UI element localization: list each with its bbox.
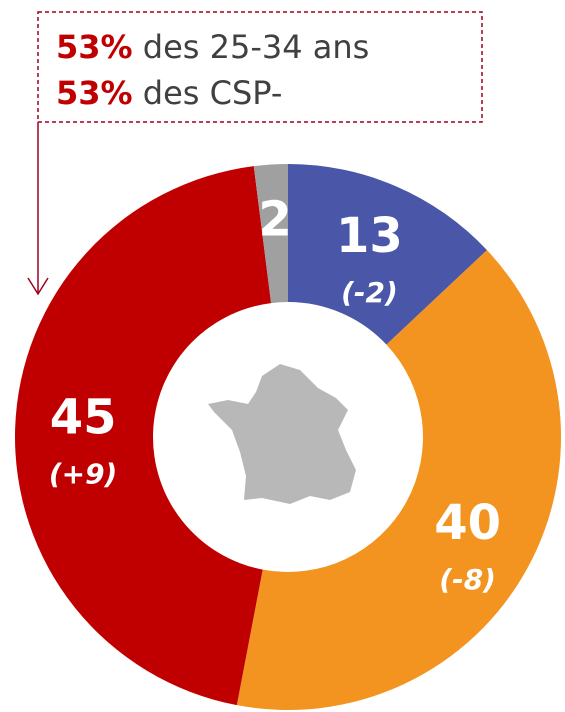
annotation-highlight: 53%	[56, 74, 133, 112]
annotation-text: des 25-34 ans	[143, 28, 370, 66]
slice	[288, 164, 488, 345]
change-label: (-8)	[439, 563, 496, 596]
annotation-line: 53% des 25-34 ans	[56, 28, 369, 66]
value-label: 13	[336, 208, 403, 264]
annotation-text: des CSP-	[143, 74, 283, 112]
change-label: (+9)	[49, 458, 118, 491]
value-label: 40	[434, 495, 501, 551]
annotation-box	[37, 11, 483, 123]
change-label: (-2)	[341, 276, 398, 309]
arrow-head	[27, 277, 49, 296]
annotation-highlight: 53%	[56, 28, 133, 66]
slice	[236, 250, 561, 710]
annotation-line: 53% des CSP-	[56, 74, 282, 112]
france-map	[208, 364, 356, 504]
slice	[14, 166, 272, 706]
value-label: 45	[50, 390, 117, 446]
value-label: 2	[258, 191, 291, 247]
slice	[253, 164, 288, 304]
